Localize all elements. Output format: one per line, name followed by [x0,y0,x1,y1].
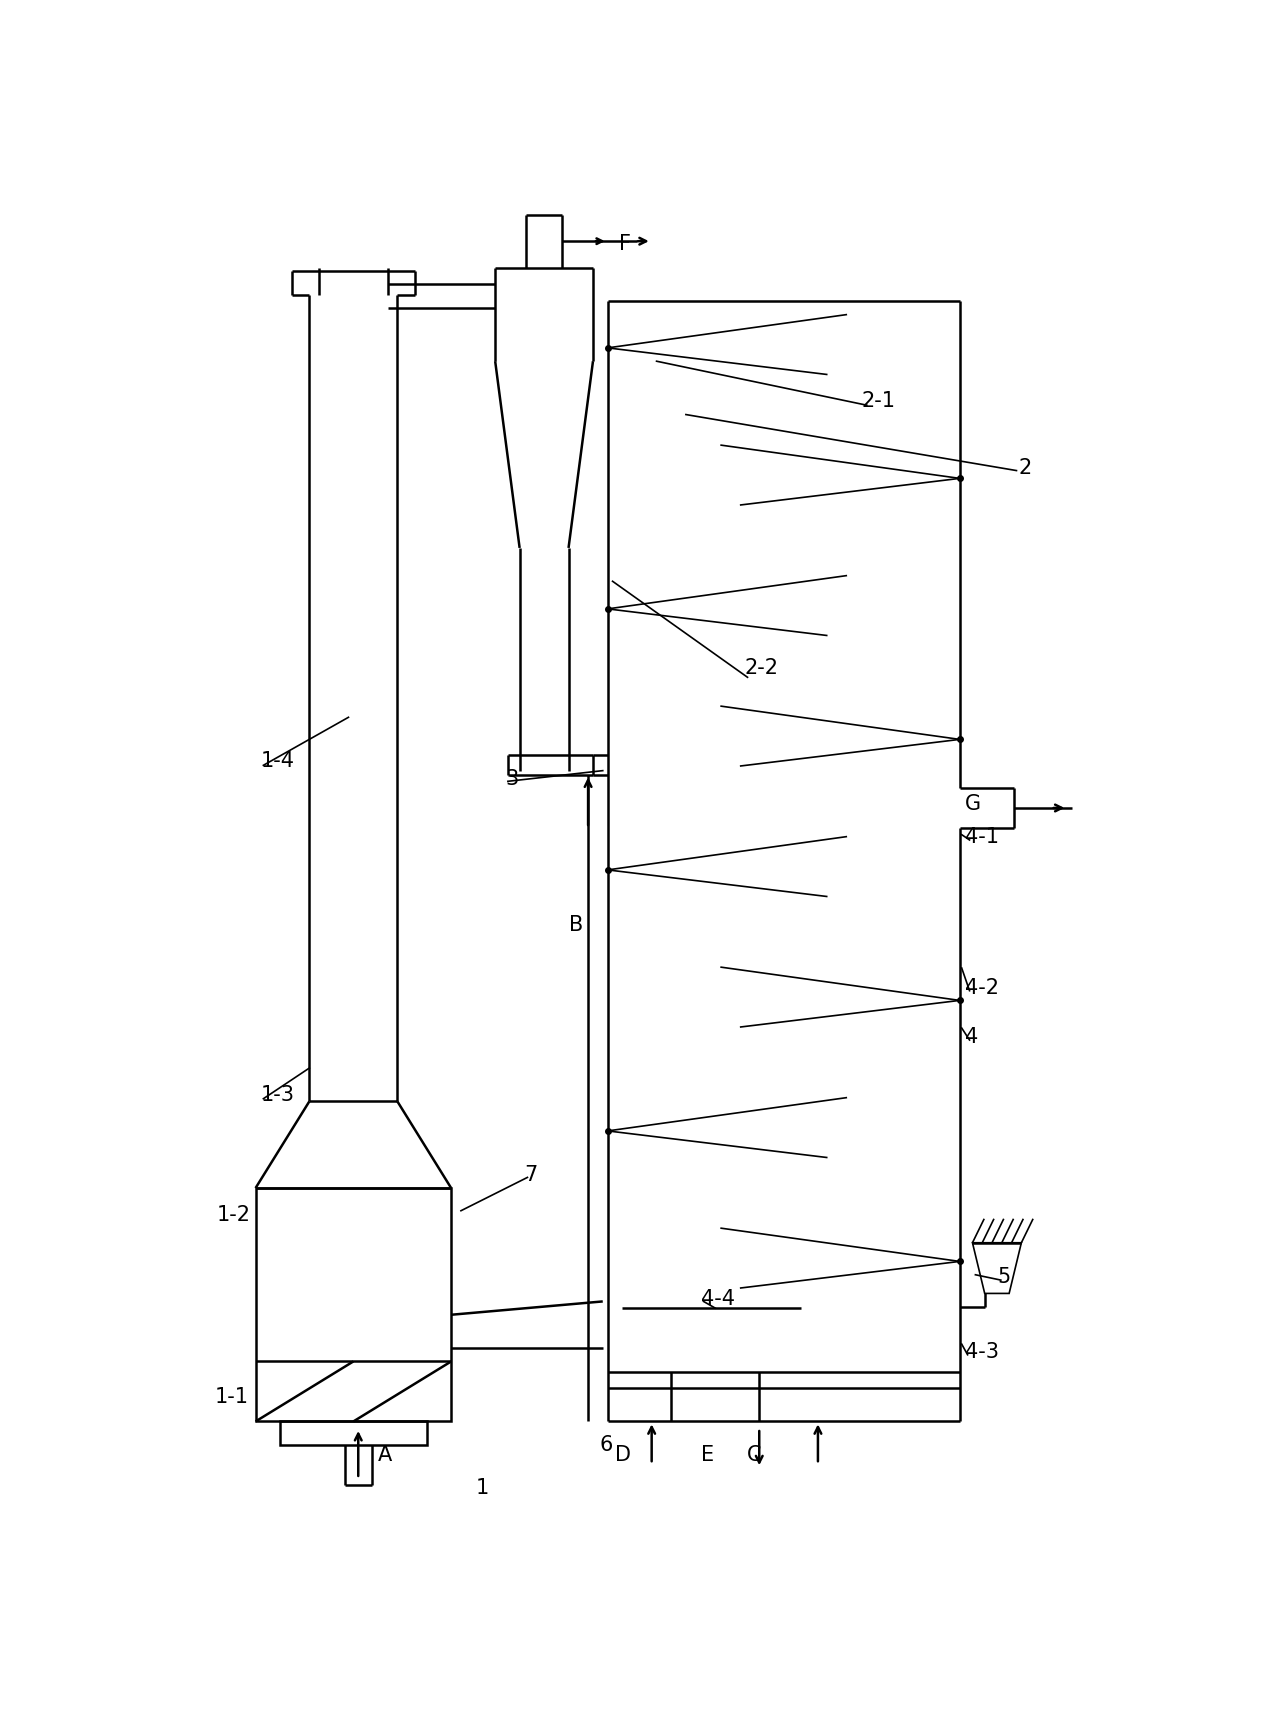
Bar [255,1188,452,1422]
Bar [280,1422,427,1446]
Text: 1-2: 1-2 [217,1205,250,1225]
Text: 5: 5 [997,1268,1010,1287]
Text: 2: 2 [1018,457,1031,478]
Text: 2-1: 2-1 [862,391,896,410]
Text: 4-2: 4-2 [964,979,998,998]
Text: 4-1: 4-1 [964,828,998,847]
Text: 1-1: 1-1 [215,1387,249,1408]
Text: 2-2: 2-2 [745,658,779,677]
Text: 4-4: 4-4 [700,1289,734,1309]
Text: 4-3: 4-3 [964,1342,998,1361]
Text: 6: 6 [599,1436,613,1455]
Text: F: F [620,234,631,255]
Text: B: B [568,914,583,935]
Text: 7: 7 [525,1164,538,1185]
Text: D: D [616,1444,631,1465]
Text: E: E [700,1444,714,1465]
Text: C: C [747,1444,761,1465]
Text: 4: 4 [964,1027,978,1048]
Text: A: A [377,1444,392,1465]
Text: 1-4: 1-4 [260,752,294,771]
Text: 1-3: 1-3 [260,1084,294,1105]
Text: G: G [964,793,981,814]
Text: 1: 1 [476,1477,488,1498]
Text: 3: 3 [505,769,519,788]
